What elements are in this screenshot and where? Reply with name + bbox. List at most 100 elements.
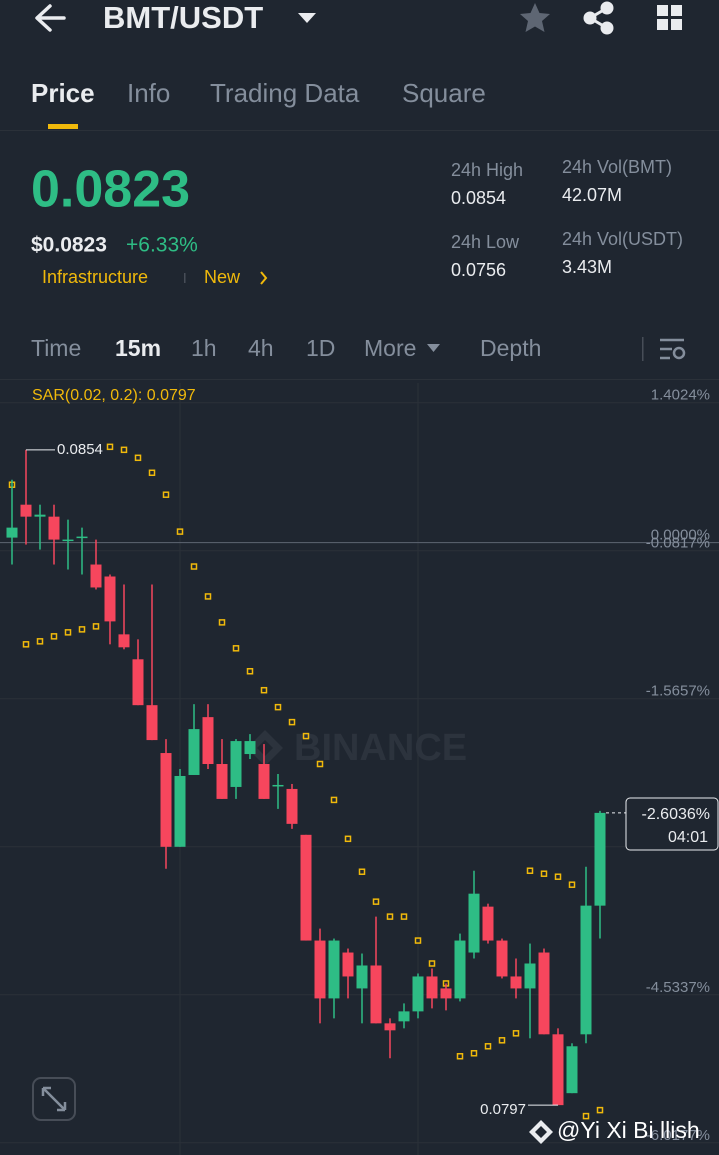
- candle-body: [132, 659, 144, 706]
- layout-icon[interactable]: [657, 5, 682, 30]
- y-tick-label: 1.4024%: [651, 387, 710, 404]
- candle-body: [146, 705, 158, 741]
- sar-dot: [120, 446, 128, 454]
- stat-value: 0.0854: [451, 188, 506, 208]
- share-icon[interactable]: [583, 1, 614, 35]
- chart-settings-icon[interactable]: [660, 338, 686, 360]
- interval[interactable]: Time: [31, 335, 81, 361]
- back-button[interactable]: [35, 4, 66, 32]
- interval[interactable]: 1D: [306, 335, 335, 361]
- sar-dot: [512, 1030, 520, 1037]
- candle-body: [34, 514, 46, 517]
- sar-dot: [568, 881, 576, 888]
- depth-tab[interactable]: Depth: [480, 335, 541, 361]
- candle-body: [6, 527, 18, 538]
- more-caret[interactable]: [427, 344, 440, 352]
- sar-dot: [162, 491, 170, 498]
- candlestick-chart: BINANCE 1.4024%0.0000%-0.0817%-1.5657%-3…: [0, 383, 719, 1155]
- tag[interactable]: Infrastructure: [42, 267, 148, 287]
- tab-square[interactable]: Square: [402, 78, 486, 108]
- candle-body: [412, 976, 424, 1012]
- sar-dot: [414, 937, 422, 944]
- sar-dot: [260, 686, 268, 694]
- tab-price[interactable]: Price: [31, 78, 95, 108]
- candle-body: [314, 940, 326, 999]
- sar-dot: [288, 718, 296, 726]
- candle-body: [48, 516, 60, 540]
- y-tick-label: -4.5337%: [646, 979, 710, 996]
- tag-separator: [184, 273, 186, 283]
- sar-dot: [50, 633, 58, 640]
- pair-dropdown[interactable]: [298, 13, 316, 23]
- credit-logo: [529, 1120, 553, 1144]
- sar-dot: [428, 960, 436, 967]
- candle-body: [258, 764, 270, 799]
- candle-body: [300, 834, 312, 941]
- candle-body: [538, 952, 550, 1035]
- candle-body: [272, 784, 284, 787]
- stat-value: 3.43M: [562, 257, 612, 277]
- sar-dot: [36, 638, 44, 645]
- candle-body: [20, 504, 32, 517]
- candle-body: [118, 634, 130, 648]
- favorite-icon[interactable]: [520, 3, 550, 32]
- sar-dot: [400, 913, 408, 920]
- sar-dot: [78, 626, 86, 633]
- interval[interactable]: 1h: [191, 335, 217, 361]
- labels: 1.4024%0.0000%-0.0817%-1.5657%-3.0497%-4…: [26, 387, 719, 1144]
- tab-trading-data[interactable]: Trading Data: [210, 78, 360, 108]
- pair-title[interactable]: BMT/USDT: [103, 0, 263, 35]
- sar-indicator: [8, 443, 604, 1120]
- candle-body: [524, 963, 536, 989]
- candle-body: [244, 741, 256, 755]
- candle-body: [370, 965, 382, 1024]
- grid: [0, 402, 719, 1144]
- candle-body: [552, 1034, 564, 1106]
- countdown: 04:01: [668, 829, 708, 846]
- sar-dot: [344, 835, 352, 843]
- sar-dot: [106, 443, 114, 451]
- tag[interactable]: New: [204, 267, 241, 287]
- candle-body: [440, 988, 452, 999]
- stat-label: 24h Low: [451, 232, 520, 252]
- price-change: +6.33%: [126, 234, 198, 257]
- sar-dot: [456, 1053, 464, 1060]
- stat-label: 24h Vol(BMT): [562, 157, 672, 177]
- sar-dot: [204, 593, 212, 600]
- indicator-label: SAR(0.02, 0.2): 0.0797: [32, 387, 196, 404]
- stat-label: 24h High: [451, 160, 523, 180]
- candle-body: [202, 717, 214, 765]
- candle-body: [426, 976, 438, 999]
- price-usd: $0.0823: [31, 234, 107, 257]
- candle-body: [482, 906, 494, 941]
- sar-dot: [274, 703, 282, 711]
- toolbar-separator: [642, 337, 644, 361]
- tab-info[interactable]: Info: [127, 78, 170, 108]
- candle-body: [62, 539, 74, 542]
- sar-dot: [386, 913, 394, 920]
- y-tick-label: -1.5657%: [646, 683, 710, 700]
- candle-body: [454, 940, 466, 999]
- candle-body: [356, 965, 368, 989]
- sar-dot: [64, 629, 72, 636]
- candle-body: [104, 576, 116, 622]
- candle-body: [398, 1011, 410, 1022]
- fullscreen-button[interactable]: [32, 1077, 76, 1121]
- interval[interactable]: 4h: [248, 335, 274, 361]
- y-tick-label: 0.0000%: [651, 527, 710, 544]
- credit: @Yi Xi Bi llish: [557, 1117, 700, 1143]
- sar-dot: [246, 668, 254, 675]
- tag-chevron[interactable]: [260, 271, 268, 285]
- low-label: 0.0797: [480, 1101, 526, 1118]
- sar-dot: [554, 873, 562, 880]
- sar-dot: [596, 1106, 604, 1114]
- interval-active[interactable]: 15m: [115, 335, 161, 361]
- candle-body: [188, 729, 200, 775]
- candle-body: [216, 764, 228, 799]
- sar-dot: [540, 870, 548, 877]
- candle-body: [566, 1046, 578, 1094]
- stat-value: 42.07M: [562, 185, 622, 205]
- sar-dot: [22, 641, 30, 648]
- candle-body: [90, 564, 102, 588]
- interval-more[interactable]: More: [364, 335, 416, 361]
